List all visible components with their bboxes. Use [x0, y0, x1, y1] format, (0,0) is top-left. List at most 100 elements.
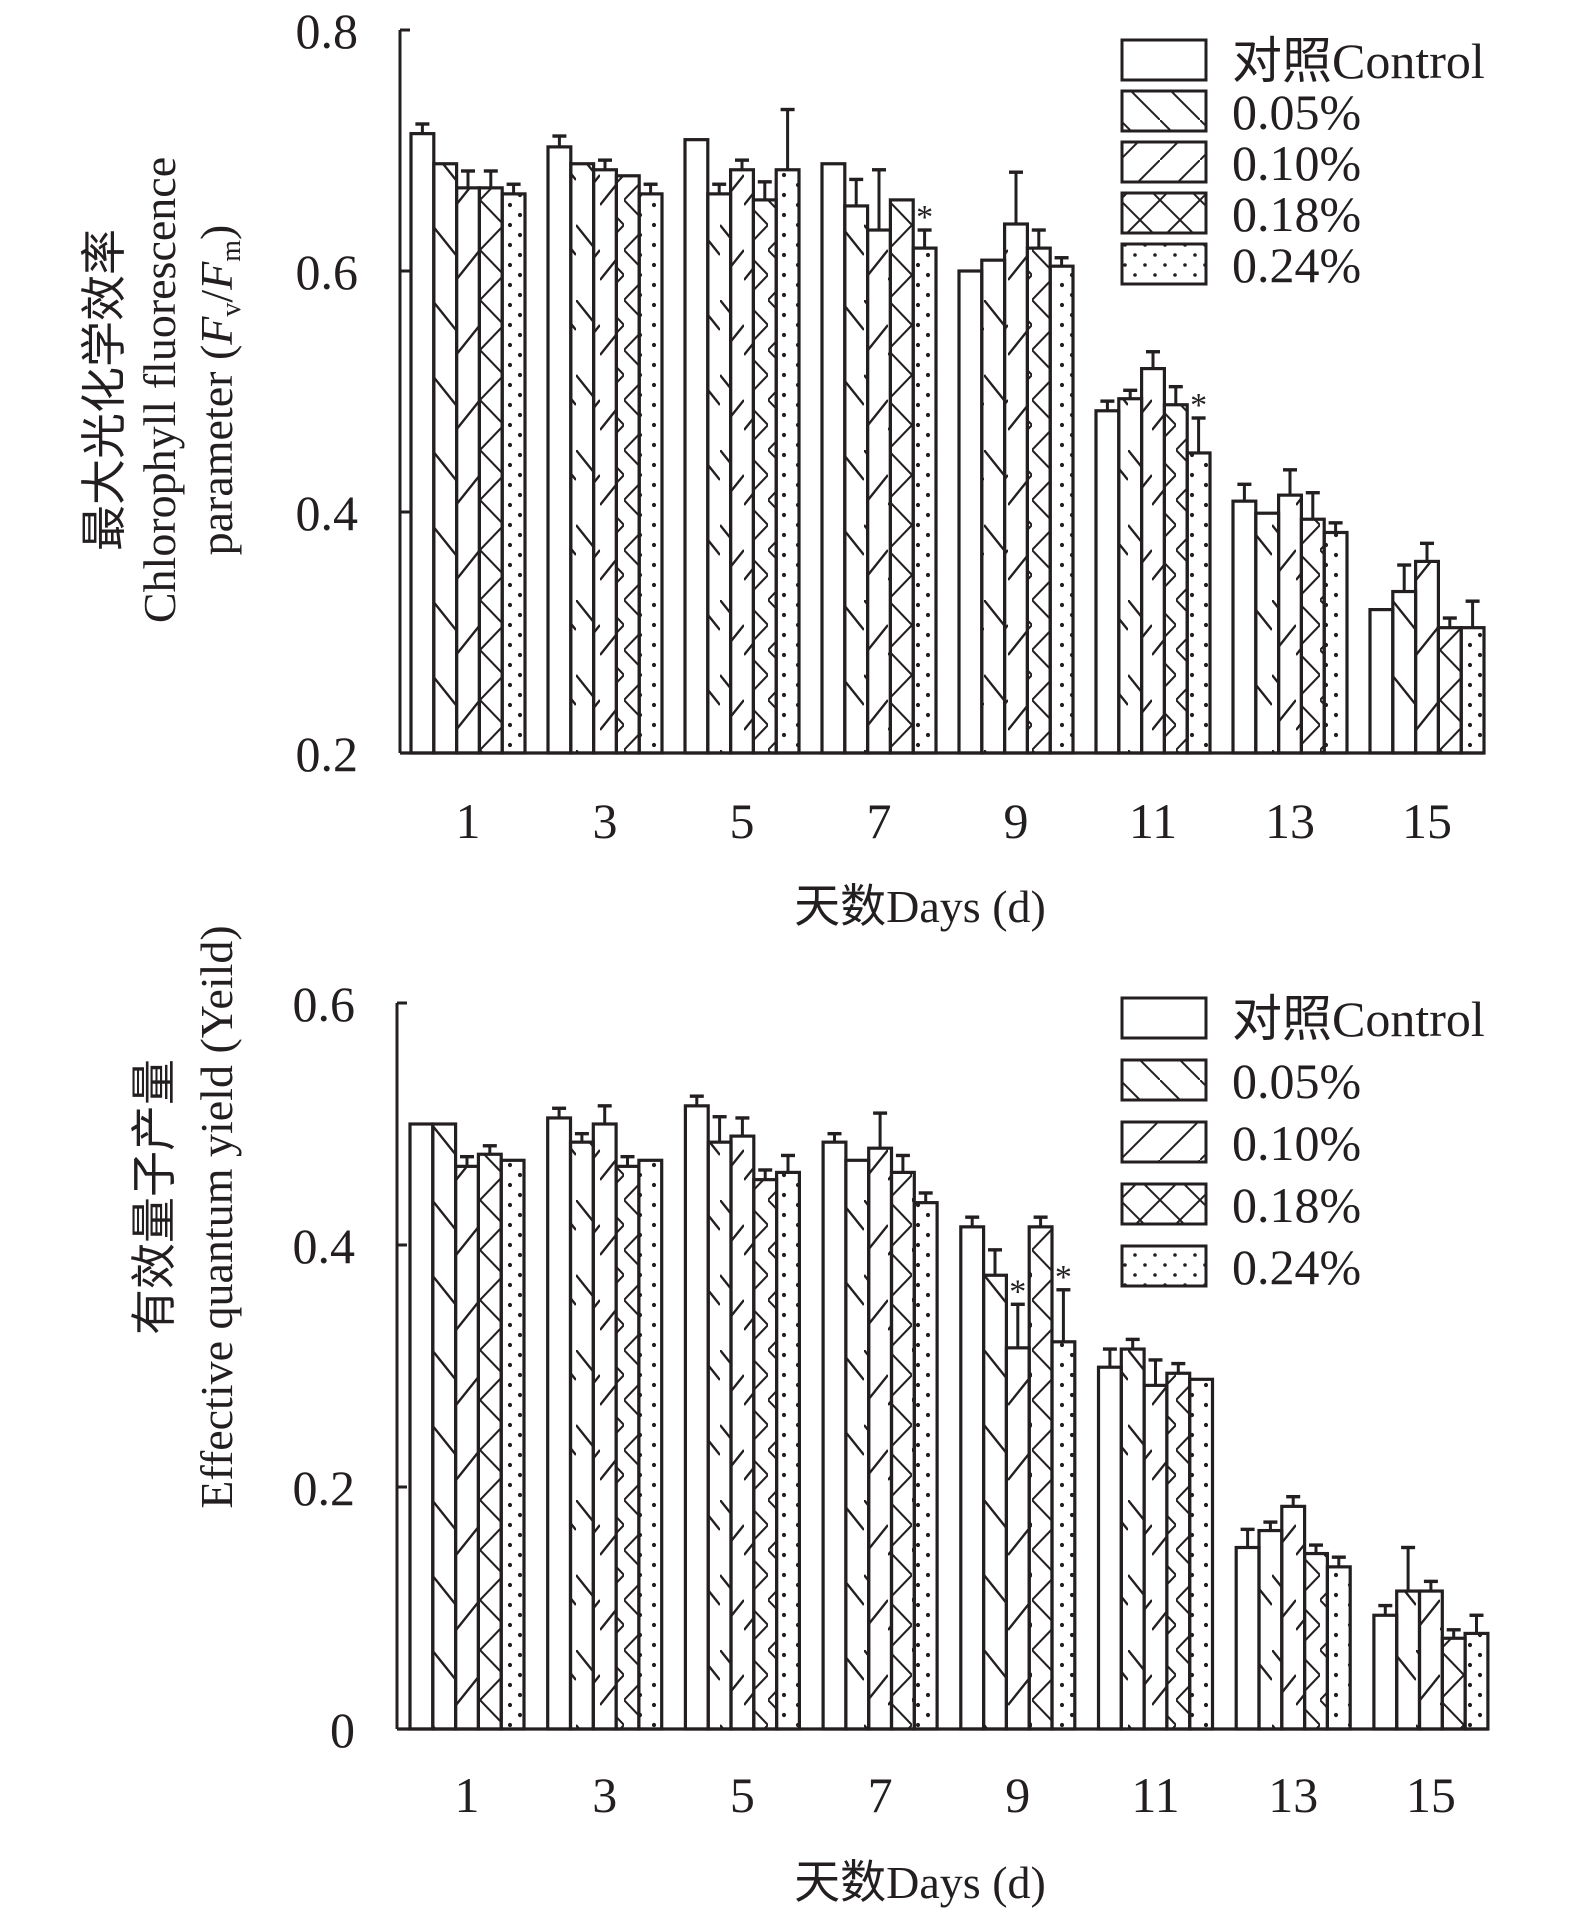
- x-tick-label: 1: [455, 1767, 480, 1823]
- bar-backslash-day3: [568, 1140, 595, 1731]
- bar-slash-day9: [1002, 222, 1029, 755]
- x-tick-label: 13: [1268, 1767, 1318, 1823]
- bar-none-day5: [683, 138, 710, 755]
- legend-swatch-backslash: [1120, 1058, 1208, 1102]
- x-tick-labels: 1 3 5 7 9 11 13 15: [456, 793, 1453, 849]
- bar-none-day15: [1368, 608, 1395, 755]
- bar-slash-day7: [867, 1146, 894, 1731]
- y-axis-title-fm-sub: m: [216, 240, 247, 262]
- y-tick-labels: 0 0.2 0.4 0.6: [293, 976, 356, 1758]
- y-tick-label: 0.4: [296, 485, 359, 541]
- x-tick-label: 9: [1005, 1767, 1030, 1823]
- bar-dots-day9: [1048, 264, 1075, 755]
- y-axis-title-prefix: parameter (: [191, 345, 242, 556]
- bar-cross-day11: [1165, 1371, 1192, 1731]
- bar-dots-day7: [911, 246, 938, 755]
- bar-backslash-day3: [569, 162, 596, 755]
- bar-none-day13: [1234, 1545, 1261, 1731]
- x-tick-label: 3: [592, 1767, 617, 1823]
- x-tick-labels: 1 3 5 7 9 11 13 15: [455, 1767, 1456, 1823]
- bar-dots-day1: [499, 1158, 526, 1731]
- bar-dots-day13: [1325, 1565, 1352, 1731]
- bar-slash-day13: [1280, 1504, 1307, 1731]
- bar-cross-day1: [477, 186, 504, 755]
- bar-backslash-day1: [431, 1122, 458, 1731]
- bar-backslash-day7: [843, 204, 870, 755]
- bar-slash-day15: [1413, 559, 1440, 755]
- bar-none-day11: [1094, 409, 1121, 755]
- chart-effective-yield: 有效量子产量 Effective quantum yield (Yeild) 0…: [129, 925, 1490, 1908]
- y-axis-title-cn: 有效量子产量: [129, 1059, 180, 1335]
- legend-item: 0.10%: [1120, 135, 1361, 191]
- legend-item: 0.24%: [1120, 1239, 1361, 1295]
- x-axis-title: 天数Days (d): [794, 1857, 1046, 1908]
- y-tick-label: 0.4: [293, 1218, 356, 1274]
- bar-none-day3: [546, 1116, 573, 1731]
- bar-slash-day11: [1139, 367, 1166, 755]
- bar-none-day15: [1372, 1613, 1399, 1731]
- x-tick-label: 15: [1402, 793, 1452, 849]
- bar-cross-day15: [1440, 1636, 1467, 1731]
- legend-swatch-none: [1120, 38, 1208, 82]
- bar-dots-day11: [1185, 451, 1212, 755]
- x-tick-label: 11: [1129, 793, 1177, 849]
- x-tick-label: 15: [1406, 1767, 1456, 1823]
- bar-backslash-day5: [706, 192, 733, 755]
- legend-label: 0.10%: [1232, 135, 1361, 191]
- legend-swatch-slash: [1120, 140, 1208, 184]
- legend-swatch-dots: [1120, 242, 1208, 286]
- y-tick-label: 0.6: [293, 976, 356, 1032]
- legend-label: 0.24%: [1232, 1239, 1361, 1295]
- legend-label: 0.18%: [1232, 1177, 1361, 1233]
- bar-dots-day15: [1459, 626, 1486, 755]
- x-tick-label: 5: [730, 1767, 755, 1823]
- bar-cross-day13: [1299, 517, 1326, 755]
- x-tick-label: 7: [868, 1767, 893, 1823]
- x-tick-label: 9: [1004, 793, 1029, 849]
- bar-backslash-day5: [706, 1140, 733, 1731]
- bar-slash-day1: [455, 186, 482, 755]
- bar-slash-day1: [454, 1164, 481, 1731]
- bar-slash-day13: [1276, 493, 1303, 755]
- significance-marker: *: [1009, 1273, 1026, 1310]
- legend: 对照Control 0.05% 0.10% 0.18% 0.24%: [1120, 991, 1485, 1295]
- y-axis-title-en: Effective quantum yield (Yeild): [191, 925, 242, 1508]
- bar-slash-day5: [729, 1134, 756, 1731]
- bar-cross-day13: [1302, 1551, 1329, 1731]
- y-axis-title-suffix: ): [191, 225, 242, 240]
- legend-item: 对照Control: [1120, 991, 1485, 1047]
- y-axis-title-slash: /: [191, 290, 242, 303]
- bar-cross-day9: [1027, 1225, 1054, 1731]
- bar-backslash-day13: [1254, 511, 1281, 755]
- bar-cross-day3: [614, 1164, 641, 1731]
- legend-label: 0.18%: [1232, 186, 1361, 242]
- legend-item: 对照Control: [1120, 33, 1485, 89]
- legend-swatch-slash: [1120, 1120, 1208, 1164]
- bar-slash-day3: [591, 1122, 618, 1731]
- bar-backslash-day15: [1395, 1589, 1422, 1731]
- y-axis-title-fv: F: [191, 316, 242, 346]
- bar-cross-day7: [888, 198, 915, 755]
- legend-label: 对照Control: [1232, 33, 1485, 89]
- bar-cross-day15: [1436, 626, 1463, 755]
- bar-slash-day11: [1142, 1383, 1169, 1731]
- bar-none-day7: [821, 1140, 848, 1731]
- legend-label: 0.10%: [1232, 1115, 1361, 1171]
- axes: [395, 1001, 1488, 1731]
- bar-dots-day7: [912, 1201, 939, 1731]
- x-tick-label: 1: [456, 793, 481, 849]
- x-axis-title: 天数Days (d): [794, 881, 1046, 932]
- significance-marker: *: [1190, 387, 1207, 424]
- bar-dots-day5: [774, 168, 801, 755]
- bar-none-day7: [820, 162, 847, 755]
- bar-cross-day9: [1025, 246, 1052, 755]
- bar-cross-day11: [1162, 403, 1189, 755]
- bar-dots-day3: [637, 192, 664, 755]
- bar-backslash-day9: [980, 258, 1007, 755]
- bar-none-day1: [409, 132, 436, 755]
- legend-item: 0.24%: [1120, 237, 1361, 293]
- bar-none-day13: [1231, 499, 1258, 755]
- x-tick-label: 3: [593, 793, 618, 849]
- bar-dots-day1: [500, 192, 527, 755]
